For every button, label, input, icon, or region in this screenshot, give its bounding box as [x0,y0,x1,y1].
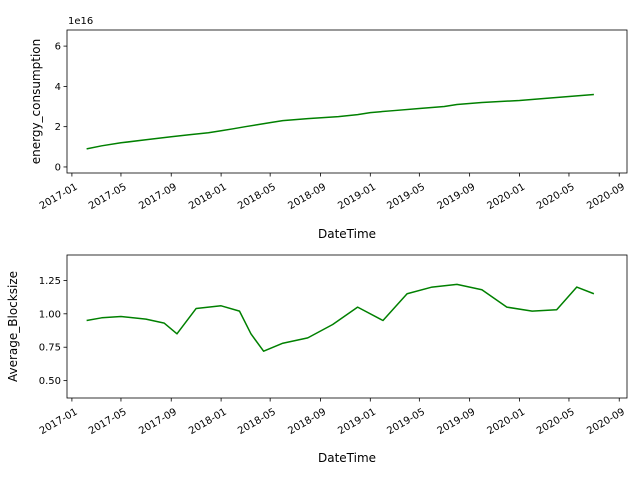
energy-series-line-0 [86,93,594,150]
x-tick-label: 2018-09 [286,182,328,212]
energy-plot-frame [66,29,628,174]
y-tick-label: 6 [55,42,61,53]
x-tick-label: 2017-09 [137,407,179,437]
x-tick-label: 2017-01 [38,407,80,437]
x-tick-label: 2017-01 [38,182,80,212]
x-tick-label: 2019-05 [385,182,427,212]
blocksize-plot-frame [66,254,628,399]
energy-series-group [86,93,594,150]
y-tick-label: 0 [55,162,61,173]
energy-offset-text: 1e16 [68,16,93,27]
energy-x-ticks: 2017-01 2017-05 2017-09 2018-01 2018-05 2018-… [38,173,627,212]
energy-x-axis-label: DateTime [318,227,376,241]
energy-consumption-panel: 2017-01 2017-05 2017-09 2018-01 2018-05 2018-… [29,16,628,241]
average-blocksize-panel: 2017-01 2017-05 2017-09 2018-01 2018-05 2018-… [6,254,628,465]
x-tick-label: 2020-05 [535,182,577,212]
y-tick-label: 1.00 [39,309,61,320]
x-tick-label: 2018-05 [236,182,278,212]
energy-y-axis-label: energy_consumption [29,39,43,165]
x-tick-label: 2020-09 [585,407,627,437]
x-tick-label: 2019-01 [336,407,378,437]
x-tick-label: 2017-05 [87,182,129,212]
x-tick-label: 2019-01 [336,182,378,212]
energy-y-ticks: 0 2 4 6 [55,42,67,173]
x-tick-label: 2020-09 [585,182,627,212]
x-tick-label: 2018-01 [187,407,229,437]
x-tick-label: 2018-09 [286,407,328,437]
y-tick-label: 1.25 [39,276,61,287]
blocksize-series-group [86,283,595,352]
blocksize-y-axis-label: Average_Blocksize [6,271,20,382]
x-tick-label: 2020-01 [486,407,528,437]
x-tick-label: 2019-09 [436,182,478,212]
y-tick-label: 0.50 [39,376,61,387]
x-tick-label: 2017-09 [137,182,179,212]
y-tick-label: 0.75 [39,343,61,354]
blocksize-y-ticks: 0.50 0.75 1.00 1.25 [39,276,67,387]
x-tick-label: 2020-01 [486,182,528,212]
blocksize-x-ticks: 2017-01 2017-05 2017-09 2018-01 2018-05 2018-… [38,398,627,437]
x-tick-label: 2017-05 [87,407,129,437]
y-tick-label: 2 [55,122,61,133]
x-tick-label: 2018-05 [236,407,278,437]
blocksize-series-line-0 [86,283,595,352]
blocksize-x-axis-label: DateTime [318,451,376,465]
x-tick-label: 2018-01 [187,182,229,212]
x-tick-label: 2020-05 [535,407,577,437]
x-tick-label: 2019-09 [436,407,478,437]
y-tick-label: 4 [55,82,61,93]
x-tick-label: 2019-05 [385,407,427,437]
